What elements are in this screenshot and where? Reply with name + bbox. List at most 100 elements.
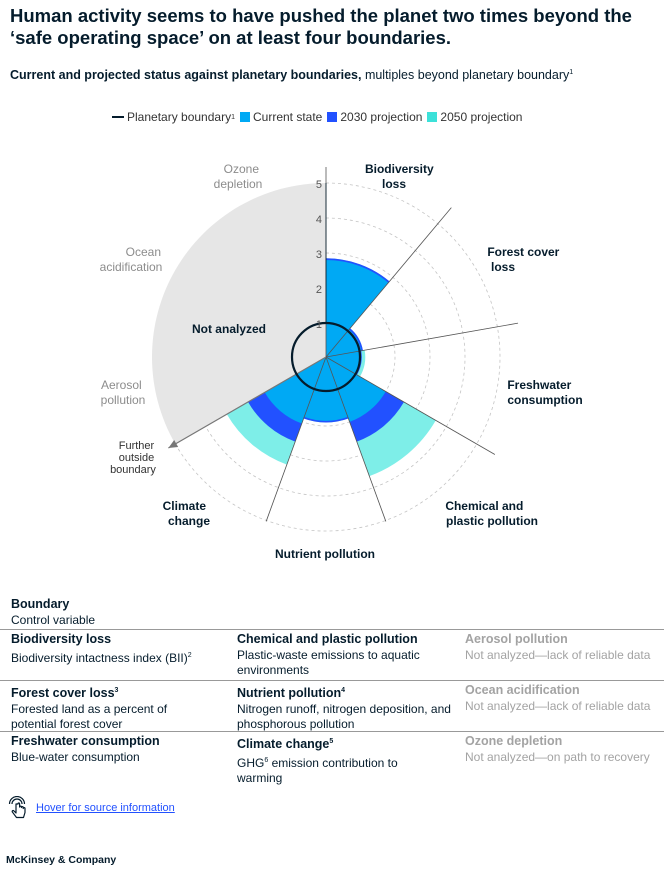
bar-current [326, 351, 360, 374]
chart-legend: Planetary boundary 1 Current state 2030 p… [112, 110, 527, 124]
cell-title: Chemical and plastic pollution [237, 632, 418, 646]
table-header-sub: Control variable [11, 613, 96, 627]
cell-desc: Forested land as a percent of potential … [11, 702, 168, 732]
radial-tick-label: 1 [316, 319, 322, 331]
cell-title: Climate change [237, 737, 330, 752]
not-analyzed-label: Not analyzed [192, 322, 266, 336]
grid-ring [174, 182, 501, 532]
cell-title-footnote: 4 [341, 687, 346, 694]
label-line: Climate [163, 499, 207, 513]
legend-footnote: 1 [231, 113, 235, 121]
sector-divider [325, 207, 452, 358]
polar-bar-chart: Biodiversity loss Forest cover loss Fres… [100, 162, 583, 561]
table-divider [0, 680, 664, 681]
cell-desc: Nitrogen runoff, nitrogen deposition, an… [237, 702, 451, 732]
category-label-aerosol: Aerosol pollution [101, 378, 146, 407]
label-line: change [168, 514, 210, 528]
label-line: Aerosol [101, 378, 142, 392]
cell-title: Biodiversity loss [11, 632, 112, 646]
subtitle-footnote: 1 [569, 68, 574, 76]
label-line: acidification [100, 260, 163, 274]
radial-tick-label: 2 [316, 284, 322, 296]
table-cell-forest: Forest cover loss3 Forested land as a per… [11, 683, 191, 732]
table-divider [0, 629, 664, 630]
legend-swatch-2050 [427, 112, 438, 122]
cell-title: Freshwater consumption [11, 734, 160, 748]
label-line: Ozone [224, 162, 260, 176]
bar-current [326, 260, 389, 357]
bar-current [326, 357, 386, 422]
cell-desc: Plastic-waste emissions to aquatic envir… [237, 648, 420, 677]
chart-bars [226, 258, 436, 477]
label-line: plastic pollution [446, 514, 538, 528]
sector-divider [325, 322, 519, 358]
label-line: loss [382, 177, 406, 191]
cell-desc: Biodiversity intactness index (BII) [11, 651, 188, 665]
pointer-hand-icon [8, 796, 26, 819]
cell-desc-ghg: GHG [237, 756, 265, 771]
table-header-title: Boundary [11, 597, 70, 611]
not-analyzed-region [152, 183, 326, 444]
cell-title: Aerosol pollution [465, 632, 568, 646]
legend-swatch-2030 [327, 112, 338, 122]
cell-title-footnote: 5 [329, 738, 334, 745]
label-line: Freshwater [507, 378, 571, 392]
label-line: Chemical and [445, 499, 523, 513]
cell-title: Ocean acidification [465, 683, 580, 697]
legend-item-2050: 2050 projection [427, 110, 522, 124]
radial-tick-label: 4 [316, 214, 322, 226]
legend-item-current: Current state [239, 110, 322, 124]
cell-desc: Blue-water consumption [11, 750, 140, 764]
table-cell-chemical: Chemical and plastic pollution Plastic-wa… [237, 632, 452, 678]
label-line: outside [119, 452, 154, 464]
cell-title: Forest cover loss [11, 686, 115, 701]
label-line: depletion [214, 177, 263, 191]
category-label-climate: Climate change [163, 499, 211, 528]
table-header: Boundary Control variable [11, 597, 95, 627]
table-cell-biodiversity: Biodiversity loss Biodiversity intactness… [11, 632, 211, 666]
cell-title: Ozone depletion [465, 734, 563, 748]
legend-label: Planetary boundary [127, 110, 232, 124]
label-line: Further [119, 440, 155, 452]
cell-desc: Not analyzed—lack of reliable data [465, 648, 651, 662]
label-line: Forest cover [487, 245, 559, 259]
hover-source-link[interactable]: Hover for source information [36, 802, 175, 814]
radial-tick-label: 5 [316, 179, 322, 191]
subtitle-bold: Current and projected status against pla… [10, 68, 362, 82]
legend-swatch-boundary [112, 116, 124, 118]
cell-desc-footnote: 6 [264, 757, 269, 765]
label-line: Biodiversity [365, 162, 434, 176]
bar-current [264, 357, 326, 424]
table-cell-ocean: Ocean acidification Not analyzed—lack of … [465, 683, 660, 714]
hover-source-info[interactable]: Hover for source information [8, 796, 175, 820]
table-cell-climate: Climate change5 GHG6 emission contributio… [237, 734, 407, 786]
cell-desc: Not analyzed—on path to recovery [465, 750, 650, 764]
sector-divider [265, 356, 327, 522]
label-line: pollution [101, 393, 146, 407]
table-cell-freshwater: Freshwater consumption Blue-water consump… [11, 734, 211, 765]
outward-arrow-line [168, 356, 327, 449]
legend-item-2030: 2030 projection [327, 110, 422, 124]
radial-tick-label: 3 [316, 249, 322, 261]
table-cell-nutrient: Nutrient pollution4 Nitrogen runoff, nitr… [237, 683, 452, 732]
category-label-biodiversity: Biodiversity loss [365, 162, 437, 191]
category-label-forest: Forest cover loss [487, 245, 562, 274]
category-label-ocean: Ocean acidification [100, 245, 165, 274]
legend-label: 2030 projection [340, 110, 423, 124]
cell-title-footnote: 3 [114, 687, 119, 694]
not-analyzed-sector [152, 183, 326, 444]
label-line: loss [491, 260, 515, 274]
label-line: boundary [110, 464, 156, 476]
table-divider [0, 731, 664, 732]
legend-item-planetary-boundary: Planetary boundary 1 [112, 110, 235, 124]
table-cell-ozone: Ozone depletion Not analyzed—on path to r… [465, 734, 660, 765]
category-label-ozone: Ozone depletion [214, 162, 263, 191]
chart-text: Biodiversity loss Forest cover loss Fres… [100, 162, 583, 561]
category-label-chemical: Chemical and plastic pollution [445, 499, 538, 528]
category-label-nutrient: Nutrient pollution [275, 547, 375, 561]
cell-desc: Not analyzed—lack of reliable data [465, 699, 651, 713]
bar-current [304, 357, 348, 421]
label-line: Ocean [126, 245, 161, 259]
category-label-freshwater: Freshwater consumption [507, 378, 582, 407]
table-cell-aerosol: Aerosol pollution Not analyzed—lack of re… [465, 632, 660, 663]
